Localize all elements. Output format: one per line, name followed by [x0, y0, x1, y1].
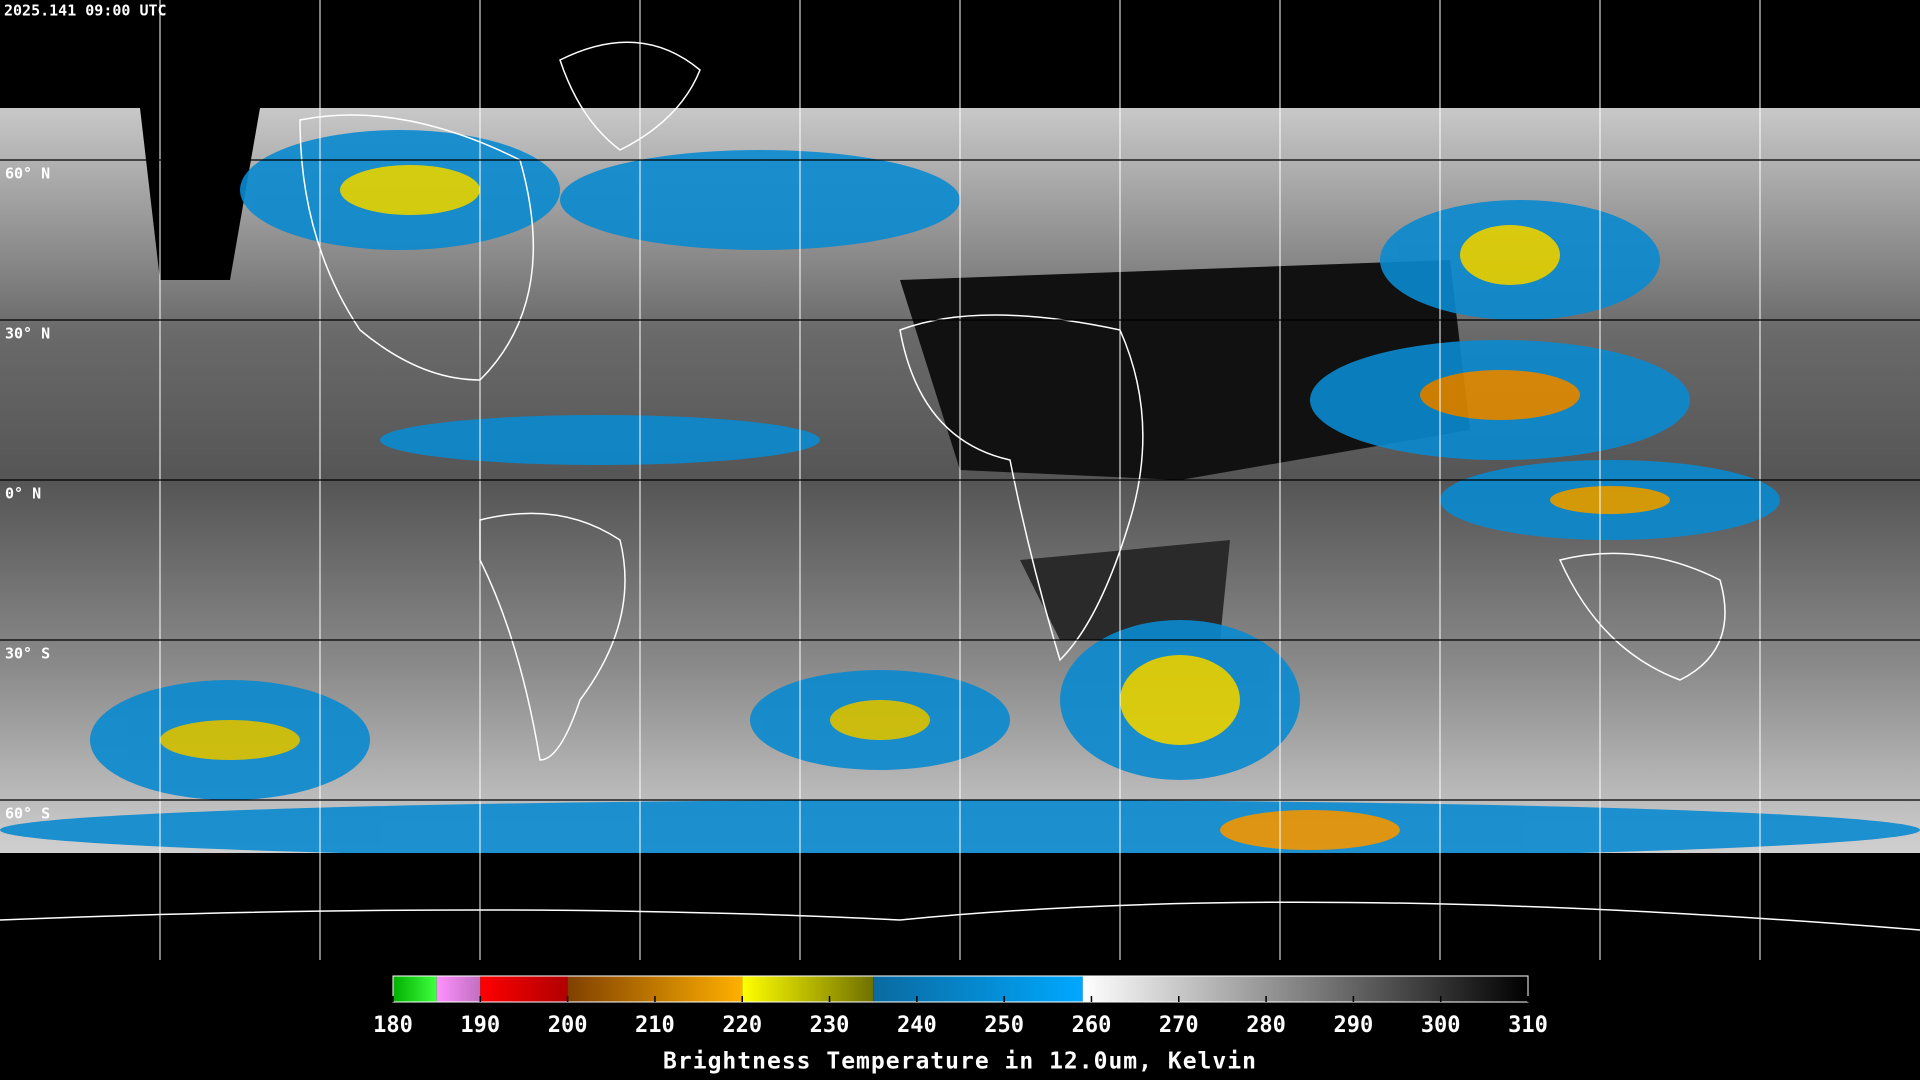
colorbar-tick-label: 280: [1246, 1013, 1286, 1038]
night-gap: [140, 108, 260, 280]
colorbar-frame: [392, 975, 1529, 1003]
colorbar: 180 190 200 210 220 230 240 250 260 270 280 290 300 3…: [373, 975, 1548, 1038]
colorbar-segment: [480, 976, 568, 1002]
colorbar-tick-label: 220: [722, 1013, 762, 1038]
colorbar-tick-label: 250: [984, 1013, 1024, 1038]
latitude-label: 60° N: [5, 165, 50, 183]
colorbar-tick-label: 190: [460, 1013, 500, 1038]
colorbar-tick-label: 290: [1334, 1013, 1374, 1038]
timestamp: 2025.141 09:00 UTC: [4, 2, 167, 20]
colorbar-tick-label: 300: [1421, 1013, 1461, 1038]
colorbar-segment: [436, 976, 481, 1002]
colorbar-segment: [742, 976, 874, 1002]
latitude-label: 60° S: [5, 805, 50, 823]
latitude-label: 30° S: [5, 645, 50, 663]
colorbar-segment: [873, 976, 1083, 1002]
latitude-label: 30° N: [5, 325, 50, 343]
colorbar-tick-label: 310: [1508, 1013, 1548, 1038]
colorbar-tick-label: 200: [548, 1013, 588, 1038]
colorbar-tick-label: 240: [897, 1013, 937, 1038]
colorbar-title: Brightness Temperature in 12.0um, Kelvin: [663, 1049, 1257, 1075]
colorbar-segment: [393, 976, 437, 1002]
colorbar-tick-label: 180: [373, 1013, 413, 1038]
graticule: 60° N 30° N 0° N 30° S 60° S: [5, 0, 1761, 960]
latitude-label: 0° N: [5, 485, 41, 503]
colorbar-tick-label: 260: [1072, 1013, 1112, 1038]
colorbar-segment: [1082, 976, 1528, 1002]
colorbar-tick-label: 270: [1159, 1013, 1199, 1038]
colorbar-tick-label: 230: [810, 1013, 850, 1038]
dark-africa-region: [1020, 540, 1230, 640]
colorbar-tick-label: 210: [635, 1013, 675, 1038]
